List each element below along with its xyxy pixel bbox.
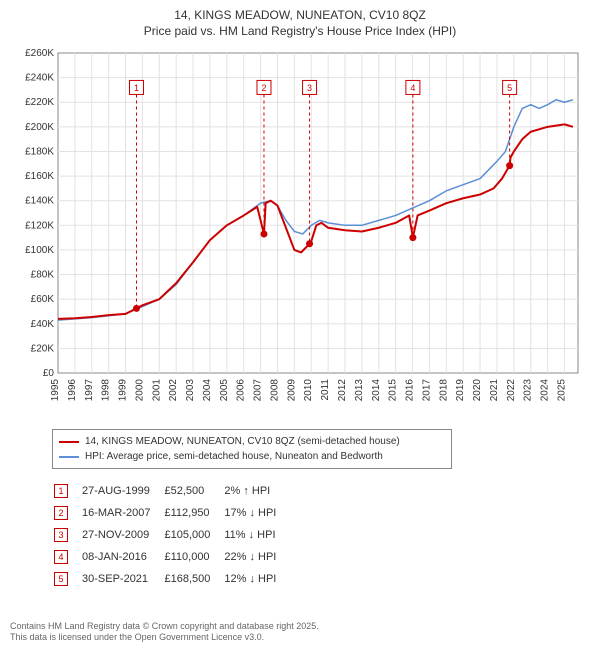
chart-legend: 14, KINGS MEADOW, NUNEATON, CV10 8QZ (se… xyxy=(52,429,452,469)
svg-text:£160K: £160K xyxy=(25,171,54,182)
svg-text:2022: 2022 xyxy=(506,379,517,402)
svg-text:1999: 1999 xyxy=(118,379,129,402)
legend-label: 14, KINGS MEADOW, NUNEATON, CV10 8QZ (se… xyxy=(85,434,400,449)
svg-text:£200K: £200K xyxy=(25,122,54,133)
sale-marker-box: 4 xyxy=(54,550,68,564)
sale-date: 27-NOV-2009 xyxy=(82,525,162,545)
sale-marker-box: 2 xyxy=(54,506,68,520)
svg-text:2000: 2000 xyxy=(134,379,145,402)
svg-text:£20K: £20K xyxy=(31,344,55,355)
svg-text:4: 4 xyxy=(410,83,415,93)
page: 14, KINGS MEADOW, NUNEATON, CV10 8QZ Pri… xyxy=(0,0,600,650)
svg-text:2010: 2010 xyxy=(303,379,314,402)
svg-text:1997: 1997 xyxy=(84,379,95,402)
svg-text:1996: 1996 xyxy=(67,379,78,402)
svg-text:2009: 2009 xyxy=(286,379,297,402)
sales-table: 127-AUG-1999£52,5002% ↑ HPI216-MAR-2007£… xyxy=(52,479,290,591)
sale-date: 08-JAN-2016 xyxy=(82,547,162,567)
table-row: 5 30-SEP-2021£168,50012% ↓ HPI xyxy=(54,569,288,589)
svg-text:2018: 2018 xyxy=(438,379,449,402)
svg-text:2016: 2016 xyxy=(405,379,416,402)
svg-text:£80K: £80K xyxy=(31,270,55,281)
sale-delta: 11% ↓ HPI xyxy=(224,525,288,545)
svg-text:2011: 2011 xyxy=(320,379,331,401)
table-row: 1 27-AUG-1999£52,5002% ↑ HPI xyxy=(54,481,288,501)
footer-line2: This data is licensed under the Open Gov… xyxy=(10,632,319,644)
svg-text:1998: 1998 xyxy=(101,379,112,402)
svg-text:2005: 2005 xyxy=(219,379,230,402)
svg-text:2002: 2002 xyxy=(168,379,179,402)
svg-text:5: 5 xyxy=(507,83,512,93)
svg-text:£240K: £240K xyxy=(25,73,54,84)
sale-price: £112,950 xyxy=(164,503,222,523)
sale-delta: 12% ↓ HPI xyxy=(224,569,288,589)
legend-label: HPI: Average price, semi-detached house,… xyxy=(85,449,383,464)
svg-text:2014: 2014 xyxy=(371,379,382,402)
svg-text:2003: 2003 xyxy=(185,379,196,402)
svg-text:2007: 2007 xyxy=(253,379,264,402)
sale-delta: 17% ↓ HPI xyxy=(224,503,288,523)
svg-text:2024: 2024 xyxy=(540,379,551,402)
sale-marker-box: 3 xyxy=(54,528,68,542)
table-row: 2 16-MAR-2007£112,95017% ↓ HPI xyxy=(54,503,288,523)
svg-text:2008: 2008 xyxy=(269,379,280,402)
svg-text:£140K: £140K xyxy=(25,196,54,207)
sale-price: £52,500 xyxy=(164,481,222,501)
legend-swatch xyxy=(59,441,79,443)
svg-text:2020: 2020 xyxy=(472,379,483,402)
svg-text:2001: 2001 xyxy=(151,379,162,402)
sale-date: 27-AUG-1999 xyxy=(82,481,162,501)
sale-marker-box: 5 xyxy=(54,572,68,586)
svg-text:£0: £0 xyxy=(43,368,55,379)
svg-text:£260K: £260K xyxy=(25,48,54,59)
svg-text:1: 1 xyxy=(134,83,139,93)
sale-price: £168,500 xyxy=(164,569,222,589)
svg-text:2023: 2023 xyxy=(523,379,534,402)
sale-marker-box: 1 xyxy=(54,484,68,498)
legend-item: HPI: Average price, semi-detached house,… xyxy=(59,449,445,464)
footer-line1: Contains HM Land Registry data © Crown c… xyxy=(10,621,319,633)
chart-title: 14, KINGS MEADOW, NUNEATON, CV10 8QZ Pri… xyxy=(10,8,590,39)
title-line2: Price paid vs. HM Land Registry's House … xyxy=(10,24,590,40)
title-line1: 14, KINGS MEADOW, NUNEATON, CV10 8QZ xyxy=(10,8,590,24)
svg-text:£100K: £100K xyxy=(25,245,54,256)
footer: Contains HM Land Registry data © Crown c… xyxy=(10,621,319,644)
svg-text:1995: 1995 xyxy=(50,379,61,402)
svg-text:2013: 2013 xyxy=(354,379,365,402)
svg-text:3: 3 xyxy=(307,83,312,93)
table-row: 3 27-NOV-2009£105,00011% ↓ HPI xyxy=(54,525,288,545)
svg-text:2019: 2019 xyxy=(455,379,466,402)
sale-delta: 2% ↑ HPI xyxy=(224,481,288,501)
sale-date: 30-SEP-2021 xyxy=(82,569,162,589)
svg-text:2021: 2021 xyxy=(489,379,500,402)
chart-svg: £0 £20K £40K £60K £80K £100K £120K £140K £160K £1… xyxy=(10,43,590,423)
svg-text:£40K: £40K xyxy=(31,319,55,330)
svg-text:£60K: £60K xyxy=(31,294,55,305)
svg-text:2012: 2012 xyxy=(337,379,348,402)
svg-text:£120K: £120K xyxy=(25,220,54,231)
price-chart: £0 £20K £40K £60K £80K £100K £120K £140K £160K £1… xyxy=(10,43,590,423)
svg-text:£180K: £180K xyxy=(25,147,54,158)
svg-text:2015: 2015 xyxy=(388,379,399,402)
sale-price: £110,000 xyxy=(164,547,222,567)
svg-text:£220K: £220K xyxy=(25,97,54,108)
svg-text:2006: 2006 xyxy=(236,379,247,402)
sale-date: 16-MAR-2007 xyxy=(82,503,162,523)
table-row: 4 08-JAN-2016£110,00022% ↓ HPI xyxy=(54,547,288,567)
svg-text:2025: 2025 xyxy=(556,379,567,402)
legend-item: 14, KINGS MEADOW, NUNEATON, CV10 8QZ (se… xyxy=(59,434,445,449)
legend-swatch xyxy=(59,456,79,458)
svg-text:2004: 2004 xyxy=(202,379,213,402)
sale-delta: 22% ↓ HPI xyxy=(224,547,288,567)
svg-text:2017: 2017 xyxy=(421,379,432,402)
sale-price: £105,000 xyxy=(164,525,222,545)
svg-text:2: 2 xyxy=(261,83,266,93)
